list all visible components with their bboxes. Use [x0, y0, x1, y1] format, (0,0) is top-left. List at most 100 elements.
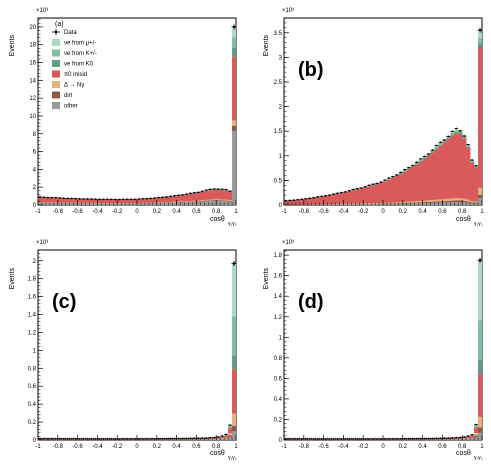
- bar-segment-dirt: [394, 203, 400, 204]
- data-point: [173, 437, 176, 440]
- data-point: [229, 190, 231, 193]
- data-point: [74, 437, 77, 440]
- bar-segment-other: [220, 439, 225, 440]
- data-point: [376, 437, 378, 440]
- bar-segment-dirt: [192, 201, 197, 202]
- data-point: [43, 437, 45, 440]
- bar-segment-delta: [220, 438, 225, 439]
- bar-segment-delta: [220, 199, 225, 201]
- bar-segment-dirt: [410, 202, 415, 204]
- data-point: [62, 437, 65, 440]
- bar-segment-k0: [418, 160, 423, 162]
- data-point: [463, 135, 466, 137]
- bar-segment-pi0: [331, 194, 336, 205]
- bar-segment-pi0: [113, 199, 118, 204]
- bar-segment-other: [137, 203, 142, 205]
- panel-label-c: (c): [52, 291, 76, 313]
- data-point: [185, 437, 188, 440]
- data-point: [336, 192, 339, 195]
- y-tick-label: 1.4: [28, 313, 37, 319]
- bar-segment-delta: [442, 199, 447, 202]
- bar-segment-other: [394, 203, 400, 205]
- spike-segment-mu: [232, 28, 236, 38]
- x-tick-label: -0.6: [72, 444, 83, 450]
- data-point: [126, 198, 128, 201]
- y-axis-label-b: Events: [263, 35, 270, 57]
- x-tick-label: 0: [135, 209, 139, 215]
- data-point: [221, 188, 224, 191]
- y-tick-label: 1.6: [28, 295, 37, 301]
- bar-segment-delta: [184, 201, 189, 202]
- data-point: [384, 179, 386, 182]
- bar-segment-pi0: [394, 176, 400, 203]
- bar-segment-k0: [466, 146, 471, 148]
- bar-segment-other: [73, 203, 78, 205]
- bar-segment-other: [426, 202, 431, 205]
- data-point: [70, 437, 73, 440]
- data-point: [94, 437, 97, 440]
- y-tick-label: 14: [29, 78, 36, 84]
- data-point: [332, 193, 335, 196]
- stack-marks-a: [38, 24, 237, 205]
- spike-segment-kpm: [478, 37, 482, 44]
- bar-segment-other: [208, 201, 213, 205]
- data-point: [415, 437, 418, 440]
- bar-segment-delta: [228, 200, 233, 201]
- bar-segment-k0: [470, 162, 475, 163]
- bar-segment-delta: [454, 198, 459, 201]
- bar-segment-pi0: [160, 197, 166, 203]
- data-point: [395, 174, 398, 176]
- x-tick-label: -1: [35, 444, 41, 450]
- data-point: [332, 437, 335, 440]
- bar-segment-other: [49, 203, 55, 205]
- bar-segment-dirt: [212, 200, 217, 201]
- bar-segment-other: [41, 203, 47, 205]
- bar-segment-dirt: [422, 202, 427, 204]
- data-point: [165, 195, 168, 198]
- bar-segment-other: [140, 203, 146, 205]
- bar-segment-pi0: [287, 200, 293, 205]
- data-point: [106, 198, 109, 201]
- bar-segment-other: [121, 203, 126, 205]
- bar-segment-other: [406, 203, 412, 205]
- y-ticks-d: 0 0.2 0.4 0.6 0.8 1 1.2 1.4 1.6 1.8: [274, 250, 289, 444]
- spike-segment-kpm: [232, 316, 236, 356]
- data-point: [146, 197, 148, 200]
- bar-segment-dirt: [426, 201, 431, 203]
- bar-segment-delta: [363, 203, 368, 204]
- bar-segment-k0: [422, 158, 427, 159]
- data-point: [407, 166, 410, 169]
- data-point: [217, 188, 220, 190]
- bar-segment-pi0: [367, 186, 372, 204]
- data-point: [300, 437, 303, 440]
- bar-segment-other: [65, 203, 70, 205]
- bar-segment-kpm: [422, 157, 427, 159]
- data-point: [451, 437, 454, 439]
- data-point: [130, 198, 132, 201]
- bar-segment-pi0: [410, 166, 415, 202]
- bar-segment-other: [398, 203, 404, 205]
- x-axis-sublabel-d: γ₁γ₂: [474, 455, 483, 461]
- bar-segment-delta: [224, 199, 229, 201]
- bar-segment-dirt: [434, 201, 439, 203]
- bar-segment-delta: [371, 203, 376, 204]
- multiplier-a: ×10³: [36, 8, 48, 14]
- bar-segment-pi0: [220, 436, 225, 439]
- bar-segment-other: [144, 203, 150, 205]
- bar-segment-k0: [438, 144, 443, 146]
- data-point: [78, 437, 81, 440]
- bar-segment-kpm: [454, 130, 459, 132]
- legend-label-delta: Δ → Nγ: [64, 83, 84, 89]
- bar-segment-pi0: [137, 199, 142, 203]
- data-point: [403, 437, 406, 440]
- bar-segment-other: [152, 203, 158, 205]
- bar-segment-delta: [466, 438, 471, 439]
- y-tick-label: 0: [279, 203, 283, 209]
- bar-segment-other: [375, 204, 380, 205]
- data-point: [459, 129, 462, 132]
- plot-frame-d: [283, 249, 483, 441]
- bar-segment-kpm: [402, 170, 408, 172]
- x-tick-label: 0.8: [212, 209, 221, 215]
- data-point: [205, 189, 208, 192]
